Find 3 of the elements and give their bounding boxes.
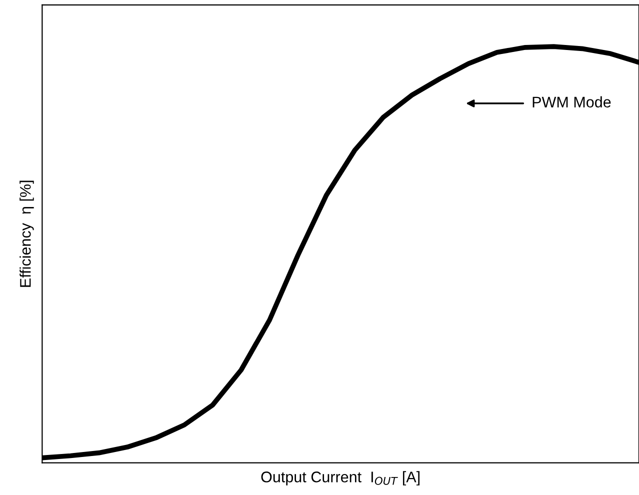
y-axis-title: Efficiency η [%] (20, 180, 34, 287)
annotation: PWM Mode (532, 96, 611, 108)
x-axis-title: Output Current I$_{OUT}$ [A] (261, 471, 420, 486)
